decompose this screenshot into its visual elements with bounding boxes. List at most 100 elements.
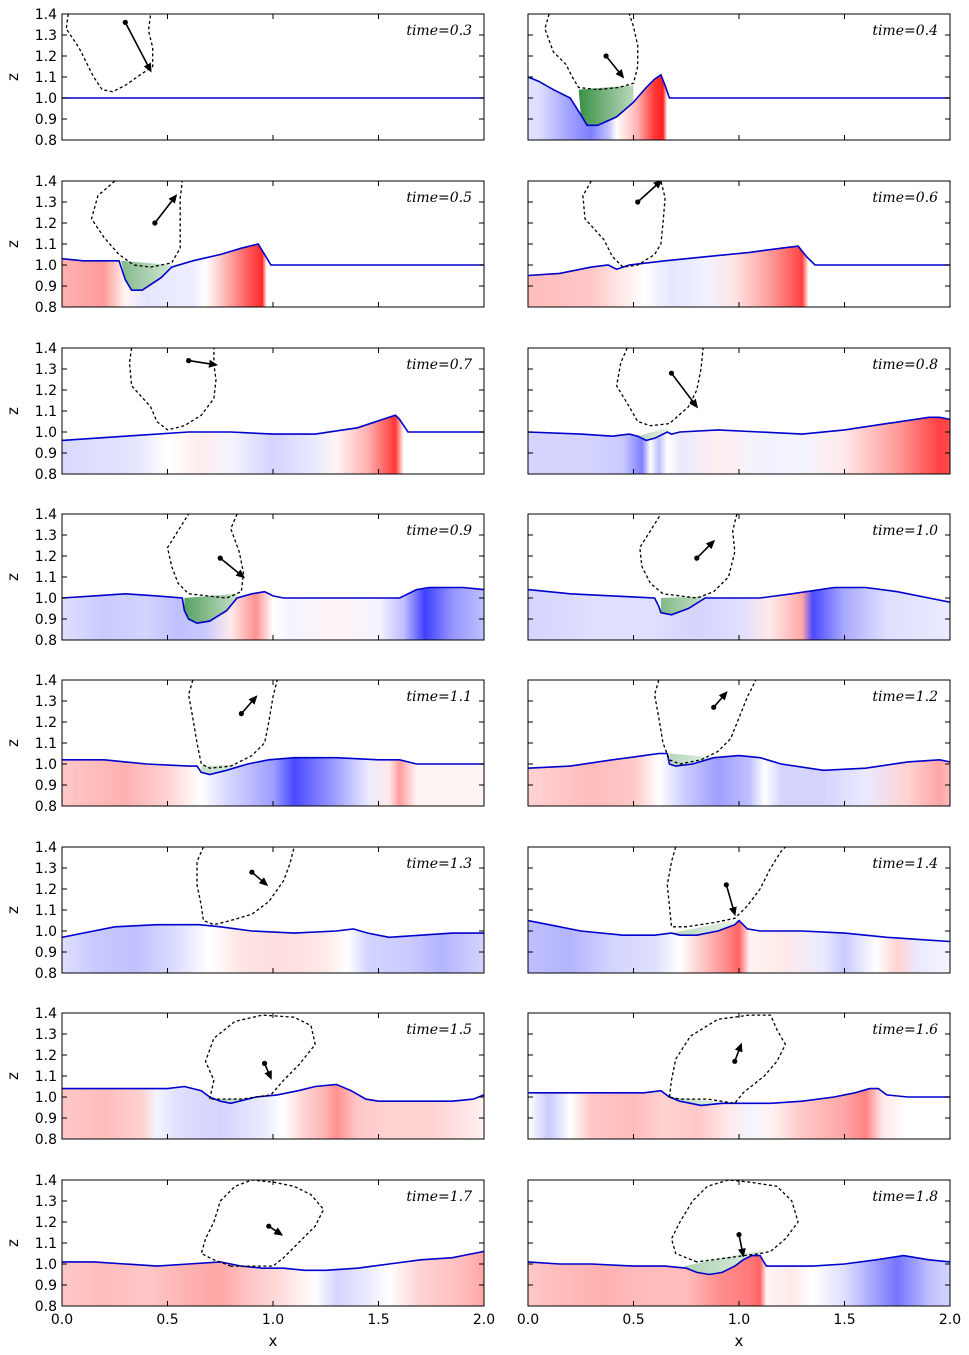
y-tick-label: 1.1: [35, 1069, 57, 1085]
surface-shading: [62, 1251, 484, 1306]
time-label: time=1.7: [406, 1189, 472, 1205]
x-tick-label: 1.0: [728, 1312, 750, 1328]
x-tick-label: 1.5: [367, 1312, 389, 1328]
centroid-dot: [217, 555, 223, 561]
surface-shading: [528, 753, 950, 806]
y-tick-label: 1.3: [35, 1194, 57, 1210]
surface-shading: [62, 244, 484, 307]
body-outline: [128, 348, 217, 431]
centroid-dot: [152, 220, 158, 226]
velocity-arrow: [263, 1063, 272, 1080]
y-tick-label: 1.0: [35, 425, 57, 441]
surface-shading: [528, 587, 950, 640]
y-tick-label: 1.4: [35, 7, 57, 23]
time-label: time=0.7: [406, 357, 472, 373]
centroid-dot: [668, 370, 675, 376]
y-tick-label: 1.2: [35, 715, 57, 731]
body-outline: [65, 14, 154, 93]
y-tick-label: 0.9: [35, 1111, 57, 1127]
surface-shading: [528, 417, 950, 474]
time-label: time=1.1: [406, 689, 472, 705]
body-outline: [166, 514, 245, 599]
velocity-arrow: [696, 539, 716, 559]
surface-line: [62, 243, 484, 291]
panel-time-1.4: time=1.4: [527, 846, 951, 974]
y-tick-label: 1.3: [35, 861, 57, 877]
y-tick-label: 1.3: [35, 528, 57, 544]
time-label: time=0.9: [406, 523, 472, 539]
surface-line: [528, 245, 950, 277]
panel-time-1.2: time=1.2: [527, 679, 951, 807]
y-tick-label: 1.0: [35, 924, 57, 940]
surface-line: [528, 416, 950, 442]
centroid-dot: [732, 1058, 738, 1064]
body-outline: [615, 348, 704, 427]
time-label: time=0.6: [872, 190, 938, 206]
panel-time-0.6: time=0.6: [527, 180, 951, 308]
centroid-dot: [122, 19, 128, 25]
surface-line: [62, 756, 484, 776]
y-tick-label: 1.4: [35, 174, 57, 190]
y-tick-label: 1.1: [35, 1236, 57, 1252]
y-tick-label: 1.2: [35, 216, 57, 232]
x-tick-label: 0.5: [622, 1312, 644, 1328]
velocity-arrow: [605, 55, 625, 79]
y-tick-label: 0.8: [35, 1132, 57, 1148]
contact-region: [637, 427, 668, 441]
body-outline: [653, 680, 757, 765]
surface-line: [528, 1087, 950, 1107]
y-tick-label: 1.0: [35, 1090, 57, 1106]
velocity-arrow: [251, 871, 269, 887]
y-tick-label: 0.9: [35, 612, 57, 628]
time-label: time=1.5: [406, 1022, 472, 1038]
velocity-arrow: [154, 194, 178, 224]
y-tick-label: 0.9: [35, 1278, 57, 1294]
y-tick-label: 1.3: [35, 362, 57, 378]
centroid-dot: [711, 704, 717, 710]
surface-line: [528, 919, 950, 943]
y-tick-label: 0.8: [35, 633, 57, 649]
y-axis-label: z: [4, 240, 22, 248]
x-tick-label: 0.0: [51, 1312, 73, 1328]
y-tick-label: 1.0: [35, 258, 57, 274]
y-axis-label: z: [4, 573, 22, 581]
panel-time-1.5: 0.8 0.9 1.0 1.1 1.2 1.3 1.4 z time=1.5: [4, 1006, 485, 1148]
y-tick-label: 1.4: [35, 1173, 57, 1189]
y-axis-label: z: [4, 906, 22, 914]
contact-region: [184, 593, 238, 624]
time-label: time=1.0: [872, 523, 938, 539]
y-tick-label: 1.3: [35, 1027, 57, 1043]
y-tick-label: 1.1: [35, 404, 57, 420]
velocity-arrow: [713, 691, 728, 708]
velocity-arrow: [240, 695, 258, 715]
y-tick-label: 0.8: [35, 300, 57, 316]
panel-time-1.3: 0.8 0.9 1.0 1.1 1.2 1.3 1.4 z time=1.3: [4, 840, 485, 982]
y-tick-label: 1.4: [35, 1006, 57, 1022]
y-tick-label: 1.4: [35, 507, 57, 523]
time-label: time=1.3: [406, 856, 472, 872]
contact-region: [578, 85, 634, 126]
panel-time-1.6: time=1.6: [527, 1012, 951, 1140]
y-tick-label: 1.3: [35, 28, 57, 44]
y-tick-label: 1.0: [35, 1257, 57, 1273]
y-tick-label: 1.0: [35, 757, 57, 773]
centroid-dot: [261, 1060, 268, 1066]
y-tick-label: 0.9: [35, 945, 57, 961]
panel-time-1.7: 0.8 0.9 1.0 1.1 1.2 1.3 1.4 z time=1.7: [4, 1173, 485, 1315]
centroid-dot: [635, 199, 641, 205]
y-tick-label: 1.2: [35, 383, 57, 399]
surface-line: [62, 414, 484, 442]
y-tick-label: 1.0: [35, 591, 57, 607]
body-outline: [670, 1180, 799, 1263]
surface-line: [62, 923, 484, 939]
y-tick-label: 0.9: [35, 446, 57, 462]
y-tick-label: 1.3: [35, 195, 57, 211]
x-axis-labels: 0.0 0.5 1.0 1.5 2.0 x 0.0 0.5 1.0 1.5 2.0 x: [51, 1312, 961, 1350]
time-label: time=1.4: [872, 856, 938, 872]
panel-time-0.9: 0.8 0.9 1.0 1.1 1.2 1.3 1.4 z time=0.9: [4, 507, 485, 649]
y-axis-label: z: [4, 407, 22, 415]
surface-shading: [62, 98, 484, 140]
velocity-arrow: [725, 884, 737, 917]
y-tick-label: 1.2: [35, 1215, 57, 1231]
